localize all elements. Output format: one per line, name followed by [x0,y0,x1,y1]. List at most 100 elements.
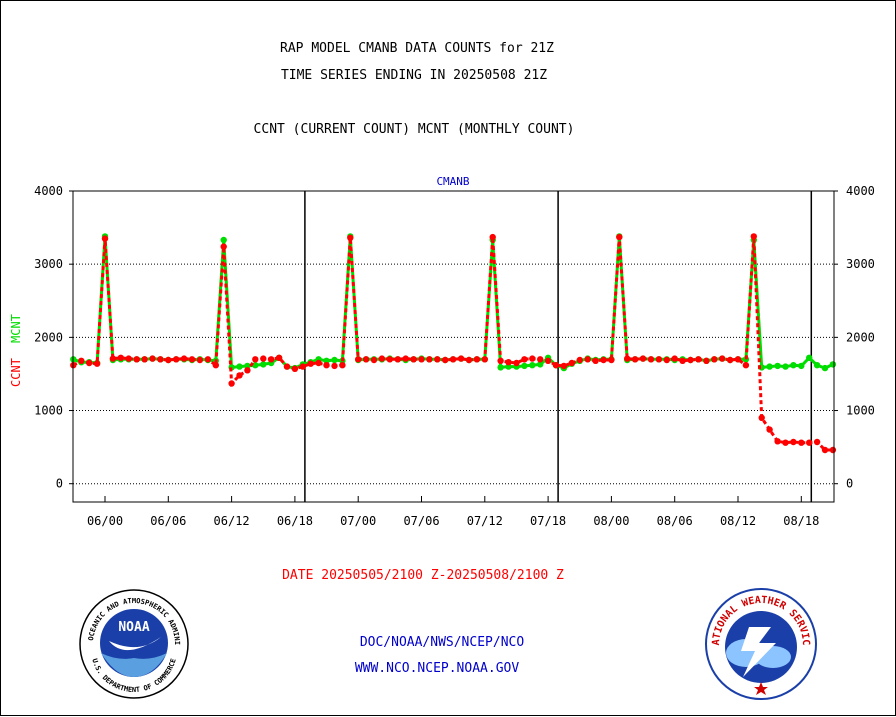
x-tick-label: 06/00 [87,514,123,528]
data-point-ccnt [386,356,393,363]
data-point-mcnt [331,356,338,364]
website-link[interactable]: WWW.NCO.NCEP.NOAA.GOV [355,661,520,676]
svg-text:NATIONAL WEATHER SERVICE: NATIONAL WEATHER SERVICE [1,1,811,646]
data-point-ccnt [78,357,85,364]
data-point-ccnt [93,360,101,367]
y-tick-label-right: 4000 [846,184,875,198]
data-point-ccnt [307,360,314,367]
x-tick-label: 06/12 [214,514,250,528]
data-point-ccnt [639,355,647,362]
data-point-mcnt [521,362,528,370]
data-point-mcnt [220,236,227,244]
data-point-ccnt [323,362,330,369]
data-point-ccnt [758,414,765,421]
data-point-mcnt [766,363,773,370]
data-point-ccnt [378,355,386,362]
data-point-ccnt [703,357,710,364]
data-point-ccnt [339,362,346,369]
data-point-ccnt [679,357,686,364]
y-tick-label-left: 2000 [34,330,63,344]
data-point-ccnt [109,355,117,362]
data-point-mcnt [790,362,797,369]
y-tick-label-right: 3000 [846,257,875,271]
data-point-ccnt [647,356,655,363]
y-tick-label-left: 3000 [34,257,63,271]
y-axis-label-mcnt: MCNT [9,314,23,343]
data-point-ccnt [813,438,821,446]
data-point-mcnt [252,362,259,369]
data-point-ccnt [355,356,362,363]
data-point-ccnt [426,356,433,363]
data-point-ccnt [750,233,757,240]
chart-subtitle: CMANB [436,175,469,188]
data-point-ccnt [394,356,401,363]
data-point-mcnt [260,361,267,368]
data-point-ccnt [442,356,449,364]
data-point-mcnt [806,354,813,361]
data-point-ccnt [806,439,813,446]
series-layer [70,233,837,454]
data-point-ccnt [631,356,639,363]
x-tick-label: 08/06 [657,514,693,528]
data-point-ccnt [719,355,726,362]
data-point-ccnt [370,356,378,364]
grid-layer [73,191,834,502]
data-point-ccnt [434,356,441,363]
data-point-ccnt [521,356,528,363]
data-point-ccnt [133,356,140,363]
data-point-ccnt [228,380,235,387]
data-point-ccnt [671,355,678,362]
data-point-ccnt [473,356,481,363]
data-point-ccnt [180,355,188,362]
data-point-ccnt [347,234,354,241]
svg-text:NATIONAL OCEANIC AND ATMOSPHER: NATIONAL OCEANIC AND ATMOSPHERIC ADMINIS… [1,1,181,645]
data-point-mcnt [813,362,821,369]
data-point-ccnt [418,356,425,363]
data-point-ccnt [687,356,694,364]
data-point-ccnt [513,359,520,367]
data-point-ccnt [821,446,829,454]
noaa-logo: NATIONAL OCEANIC AND ATMOSPHERIC ADMINIS… [1,1,189,699]
data-point-ccnt [125,355,132,362]
y-tick-label-right: 1000 [846,404,875,418]
y-tick-label-left: 4000 [34,184,63,198]
data-point-ccnt [260,355,267,362]
data-point-ccnt [410,356,417,363]
tick-layer: 4000 4000 3000 3000 2000 2000 1000 1000 0 0 06/00 0… [34,184,875,528]
data-point-ccnt [291,365,299,372]
data-point-ccnt [283,363,291,370]
data-point-ccnt [829,446,837,454]
data-point-ccnt [742,362,750,369]
data-point-mcnt [829,361,837,368]
data-point-ccnt [149,355,156,362]
data-point-ccnt [449,356,457,363]
data-point-ccnt [457,355,465,362]
x-tick-label: 08/12 [720,514,756,528]
data-point-ccnt [529,355,536,362]
x-tick-label: 07/06 [403,514,439,528]
data-point-ccnt [117,354,125,361]
data-point-ccnt [624,355,631,362]
data-point-ccnt [505,359,512,366]
data-point-ccnt [592,357,599,364]
plot-area-border [72,190,835,503]
date-range-label: DATE 20250505/2100 Z-20250508/2100 Z [282,568,564,583]
star-icon [754,682,768,695]
data-point-mcnt [236,363,243,370]
series-line-ccnt [72,236,833,452]
data-point-ccnt [552,362,560,369]
data-point-ccnt [188,356,196,363]
data-point-ccnt [481,356,488,363]
data-point-ccnt [576,356,583,364]
data-point-ccnt [616,233,623,241]
x-tick-label: 06/06 [150,514,186,528]
data-point-ccnt [497,357,504,364]
data-point-mcnt [497,364,504,371]
data-point-ccnt [734,356,742,363]
x-tick-label: 08/18 [783,514,819,528]
data-point-ccnt [236,372,243,379]
data-point-mcnt [821,364,829,372]
data-point-mcnt [244,362,251,370]
x-tick-label: 06/18 [277,514,313,528]
